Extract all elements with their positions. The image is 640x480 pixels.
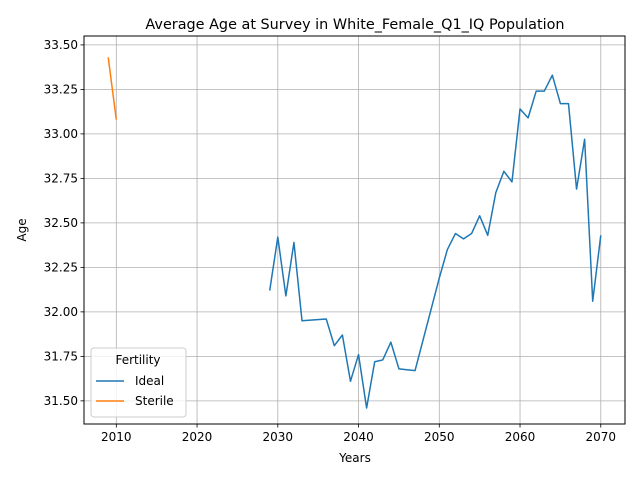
y-tick-label: 32.50 (44, 216, 78, 230)
y-axis-label: Age (15, 218, 29, 241)
y-tick-label: 33.25 (44, 82, 78, 96)
chart-title: Average Age at Survey in White_Female_Q1… (145, 17, 564, 33)
axis-ticks: 2010 2020 2030 2040 2050 2060 2070 31.50 31.75 32… (44, 38, 616, 444)
x-tick-label: 2030 (263, 430, 294, 444)
legend-label-ideal: Ideal (135, 374, 164, 388)
y-tick-label: 32.75 (44, 171, 78, 185)
x-tick-label: 2010 (101, 430, 132, 444)
plot-area-frame (83, 35, 626, 425)
y-tick-label: 32.00 (44, 305, 78, 319)
series-line-ideal (268, 74, 602, 409)
y-tick-label: 32.25 (44, 260, 78, 274)
x-tick-label: 2060 (505, 430, 536, 444)
y-tick-label: 31.75 (44, 349, 78, 363)
x-tick-label: 2040 (343, 430, 374, 444)
x-tick-label: 2020 (182, 430, 213, 444)
legend-label-sterile: Sterile (135, 394, 174, 408)
legend-box (90, 347, 187, 418)
y-tick-label: 33.00 (44, 127, 78, 141)
legend-title: Fertility (115, 353, 160, 367)
legend: Fertility Ideal Sterile (90, 347, 187, 418)
x-tick-label: 2050 (424, 430, 455, 444)
x-tick-label: 2070 (586, 430, 617, 444)
plot-series (107, 57, 602, 409)
y-tick-label: 33.50 (44, 38, 78, 52)
x-axis-label: Years (338, 451, 371, 465)
series-line-sterile (107, 57, 118, 120)
y-tick-label: 31.50 (44, 394, 78, 408)
